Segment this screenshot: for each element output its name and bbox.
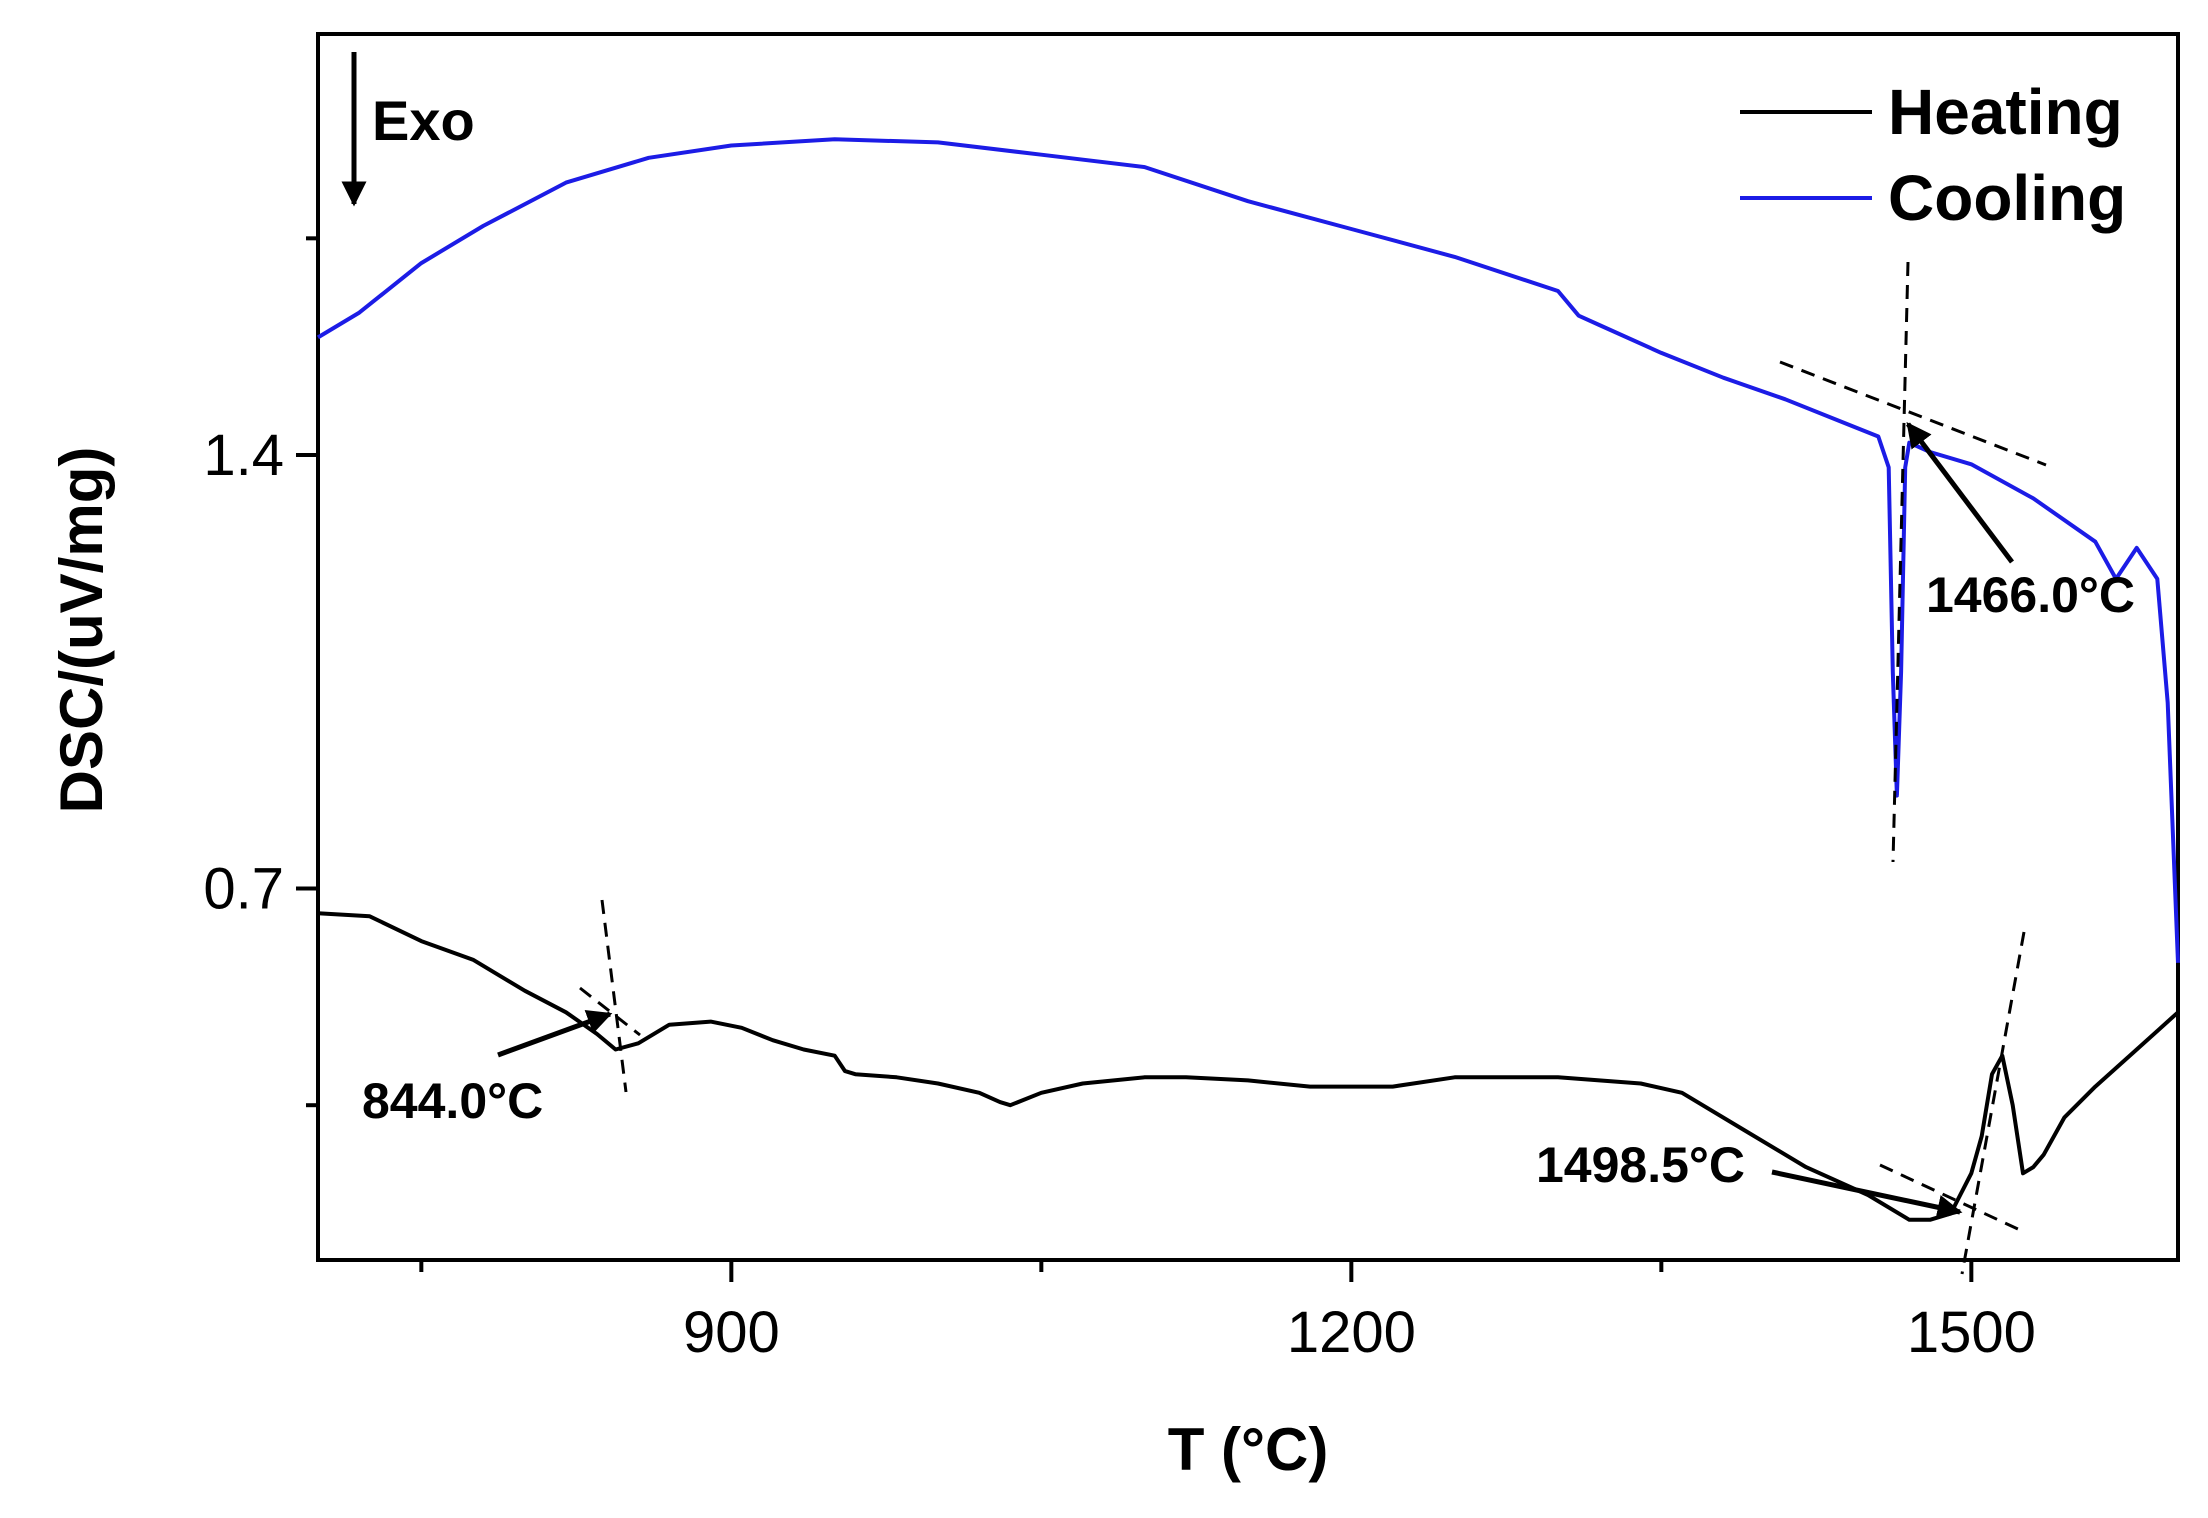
- series-line-heating: [317, 911, 2180, 1222]
- arrow-1466: [1906, 422, 2014, 564]
- tangent-1466-vertical: [1891, 261, 1910, 863]
- tangent-1498-steep: [1960, 931, 2026, 1275]
- legend: Heating Cooling: [1740, 76, 2126, 234]
- annotation-1466: 1466.0°C: [1926, 567, 2135, 623]
- tangent-lines: [579, 261, 2047, 1275]
- tangent-844-base: [579, 986, 641, 1037]
- x-axis-title: T (°C): [1168, 1416, 1329, 1483]
- exo-label: Exo: [372, 89, 475, 152]
- y-tick-label: 0.7: [203, 856, 284, 921]
- y-axis-ticks: 1.4 0.7: [203, 236, 318, 1108]
- x-tick-label: 1500: [1907, 1300, 2036, 1365]
- plot-frame: [316, 32, 2180, 1262]
- x-tick-label: 1200: [1287, 1300, 1416, 1365]
- tangent-844-steep: [600, 899, 628, 1093]
- y-axis-title: DSC/(uV/mg): [48, 447, 115, 814]
- legend-label-cooling: Cooling: [1888, 162, 2126, 234]
- tangent-1466-base: [1779, 360, 2047, 467]
- legend-label-heating: Heating: [1888, 76, 2123, 148]
- x-tick-label: 900: [683, 1300, 780, 1365]
- y-tick-label: 1.4: [203, 423, 284, 488]
- annotation-844: 844.0°C: [362, 1073, 543, 1129]
- x-axis-ticks: 900 1200 1500: [419, 1260, 2036, 1365]
- series-line-cooling: [316, 137, 2180, 963]
- arrow-844: [497, 1009, 613, 1058]
- arrow-1498: [1771, 1169, 1963, 1220]
- annotation-1498: 1498.5°C: [1536, 1137, 1745, 1193]
